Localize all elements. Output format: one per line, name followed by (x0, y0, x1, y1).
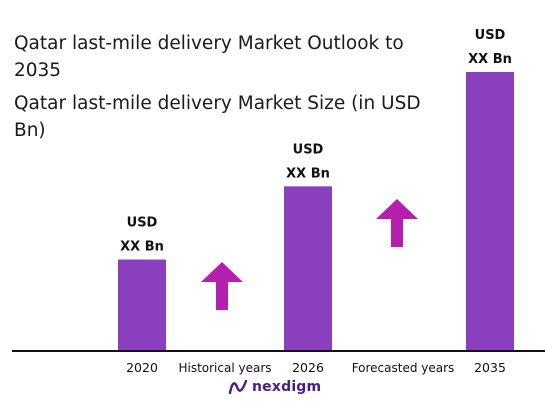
data-label-currency: USD (293, 142, 324, 157)
growth-arrow-forecast (376, 199, 418, 247)
nexdigm-logo-icon (228, 379, 248, 395)
chart-title: Qatar last-mile delivery Market Outlook … (14, 33, 404, 81)
bar-2020 (118, 259, 166, 351)
chart-subtitle: Qatar last-mile delivery Market Size (in… (14, 93, 421, 141)
x-tick-label: 2026 (292, 360, 324, 375)
data-label-value: XX Bn (120, 240, 164, 255)
bar-2026 (284, 186, 332, 351)
growth-arrow-historical (201, 262, 243, 310)
data-label-currency: USD (127, 216, 158, 231)
bar-2035 (466, 72, 514, 351)
brand-logo: nexdigm (228, 376, 321, 398)
data-label-value: XX Bn (468, 52, 512, 67)
data-label-value: XX Bn (286, 166, 330, 181)
x-tick-label: 2020 (126, 360, 158, 375)
forecasted-years-label: Forecasted years (352, 361, 455, 375)
historical-years-label: Historical years (178, 361, 271, 375)
x-tick-label: 2035 (474, 360, 506, 375)
data-label-currency: USD (475, 28, 506, 43)
brand-name: nexdigm (252, 379, 322, 395)
